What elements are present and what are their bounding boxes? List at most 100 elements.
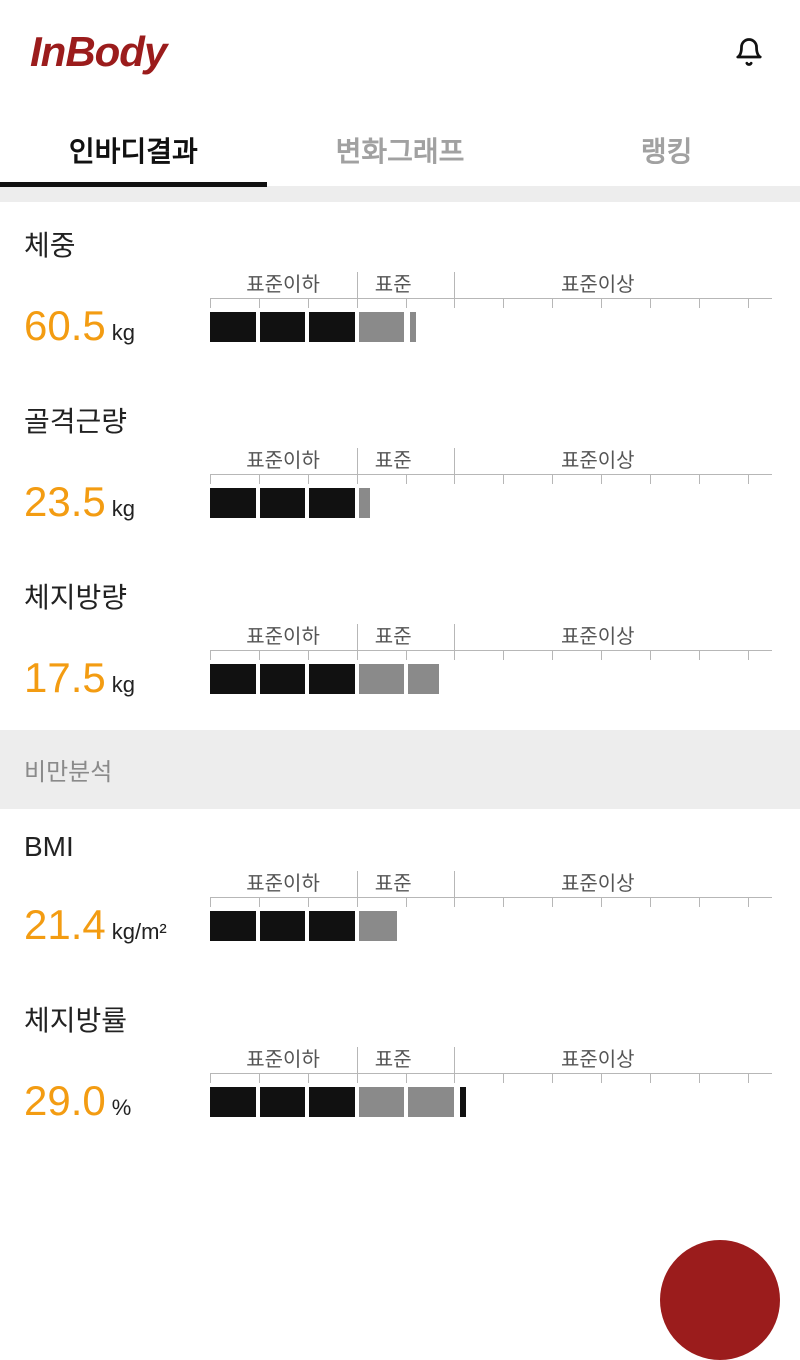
metric-body: 21.4kg/m²표준이하표준표준이상: [24, 867, 772, 949]
notifications-button[interactable]: [732, 35, 766, 69]
axis-ticks: [210, 474, 772, 486]
tick-mark: [454, 298, 455, 308]
axis-ticks: [210, 650, 772, 662]
tick-mark: [357, 298, 358, 308]
zone-label-below: 표준이하: [246, 620, 320, 649]
tick-mark: [601, 298, 602, 308]
bell-icon: [734, 36, 764, 68]
tick-mark: [357, 897, 358, 907]
bar-segment: [359, 1087, 405, 1117]
results-content: 체중60.5kg표준이하표준표준이상골격근량23.5kg표준이하표준표준이상체지…: [0, 202, 800, 1153]
tick-mark: [601, 897, 602, 907]
tick-mark: [210, 474, 211, 484]
zone-labels: 표준이하표준표준이상: [210, 620, 772, 646]
tick-mark: [650, 298, 651, 308]
metric-value-block: 23.5kg: [24, 478, 210, 526]
zone-divider: [357, 871, 358, 897]
zone-divider: [357, 1047, 358, 1073]
metric-unit: %: [112, 1095, 132, 1121]
tick-mark: [259, 474, 260, 484]
tick-mark: [259, 1073, 260, 1083]
fab-button[interactable]: [660, 1240, 780, 1360]
tick-mark: [406, 897, 407, 907]
divider: [0, 186, 800, 202]
tab-results[interactable]: 인바디결과: [0, 116, 267, 186]
bar-segment: [210, 911, 256, 941]
tick-mark: [454, 474, 455, 484]
tab-ranking[interactable]: 랭킹: [533, 116, 800, 186]
zone-divider: [357, 624, 358, 650]
zone-labels: 표준이하표준표준이상: [210, 444, 772, 470]
tick-mark: [699, 897, 700, 907]
tick-mark: [503, 897, 504, 907]
range-chart: 표준이하표준표준이상: [210, 620, 772, 702]
bar-segment: [359, 664, 405, 694]
bar-segments: [210, 312, 772, 342]
tick-mark: [454, 650, 455, 660]
tick-mark: [406, 1073, 407, 1083]
tick-mark: [210, 897, 211, 907]
tick-mark: [601, 650, 602, 660]
tick-mark: [503, 298, 504, 308]
tick-mark: [748, 1073, 749, 1083]
bar-segment: [309, 911, 355, 941]
tab-trend-graph[interactable]: 변화그래프: [267, 116, 534, 186]
axis-ticks: [210, 298, 772, 310]
tick-mark: [503, 474, 504, 484]
bar-segment: [359, 488, 370, 518]
bar-segment: [309, 1087, 355, 1117]
metric-label: BMI: [24, 831, 772, 863]
bar-segments: [210, 664, 772, 694]
bar-segment: [309, 488, 355, 518]
metric-value: 23.5: [24, 478, 106, 526]
app-header: InBody: [0, 0, 800, 86]
bar-segment: [210, 664, 256, 694]
metric-body: 60.5kg표준이하표준표준이상: [24, 268, 772, 350]
metric-unit: kg: [112, 320, 135, 346]
app-logo: InBody: [30, 28, 166, 76]
zone-labels: 표준이하표준표준이상: [210, 1043, 772, 1069]
tick-mark: [748, 474, 749, 484]
tick-mark: [552, 650, 553, 660]
zone-divider: [454, 624, 455, 650]
bar-segment: [309, 664, 355, 694]
bar-segment: [260, 488, 306, 518]
tick-mark: [503, 1073, 504, 1083]
range-chart: 표준이하표준표준이상: [210, 444, 772, 526]
tab-label: 인바디결과: [69, 136, 198, 167]
axis-ticks: [210, 1073, 772, 1085]
tick-mark: [308, 474, 309, 484]
tab-label: 랭킹: [641, 136, 693, 167]
range-chart: 표준이하표준표준이상: [210, 268, 772, 350]
zone-label-normal: 표준: [375, 268, 412, 297]
tick-mark: [259, 897, 260, 907]
bar-segments: [210, 488, 772, 518]
axis-ticks: [210, 897, 772, 909]
zone-label-below: 표준이하: [246, 444, 320, 473]
bar-cap: [410, 312, 416, 342]
bar-segment: [210, 488, 256, 518]
metric-unit: kg: [112, 672, 135, 698]
bar-segment: [260, 1087, 306, 1117]
metric-row: 체지방량17.5kg표준이하표준표준이상: [0, 554, 800, 730]
metric-value: 60.5: [24, 302, 106, 350]
tick-mark: [454, 897, 455, 907]
tick-mark: [601, 474, 602, 484]
bar-segment: [309, 312, 355, 342]
zone-label-above: 표준이상: [561, 268, 635, 297]
range-chart: 표준이하표준표준이상: [210, 867, 772, 949]
zone-label-normal: 표준: [375, 1043, 412, 1072]
tick-mark: [699, 1073, 700, 1083]
tick-mark: [406, 474, 407, 484]
tick-mark: [308, 1073, 309, 1083]
metric-value: 29.0: [24, 1077, 106, 1125]
tick-mark: [699, 650, 700, 660]
metric-value: 17.5: [24, 654, 106, 702]
metric-label: 체지방률: [24, 999, 772, 1039]
range-chart: 표준이하표준표준이상: [210, 1043, 772, 1125]
tick-mark: [210, 298, 211, 308]
bar-segment: [359, 911, 397, 941]
tick-mark: [357, 1073, 358, 1083]
tick-mark: [357, 474, 358, 484]
zone-label-above: 표준이상: [561, 867, 635, 896]
